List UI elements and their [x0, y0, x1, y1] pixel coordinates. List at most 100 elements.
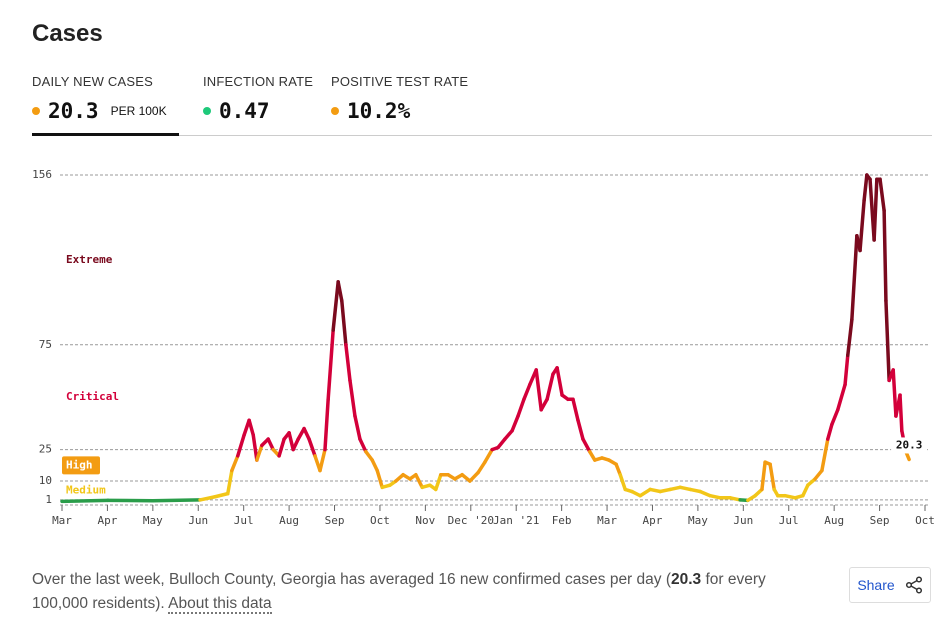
x-tick-label: Oct [370, 514, 390, 527]
line-segment [576, 418, 585, 441]
line-segment [326, 328, 335, 402]
line-segment [151, 498, 202, 503]
line-segment [358, 437, 368, 454]
x-tick-label: Sep [325, 514, 345, 527]
x-tick-label: Jul [234, 514, 254, 527]
x-tick-label: Jun [733, 514, 753, 527]
line-segment [468, 470, 480, 483]
tab-label: DAILY NEW CASES [32, 74, 153, 89]
x-tick-label: Nov [415, 514, 435, 527]
zone-label: Extreme [66, 253, 113, 266]
line-segment [287, 431, 295, 452]
dot [331, 107, 339, 115]
line-segment [340, 299, 348, 347]
y-tick-label: 25 [39, 443, 52, 456]
x-tick-label: Aug [279, 514, 299, 527]
share-label: Share [857, 577, 895, 593]
line-segment [414, 473, 424, 490]
line-segment [503, 428, 514, 441]
line-segment [307, 437, 317, 458]
line-segment [801, 483, 810, 498]
dot [203, 107, 211, 115]
line-segment [872, 177, 879, 242]
line-segment [476, 460, 487, 475]
line-segment [898, 393, 904, 433]
zone-badge [62, 456, 100, 475]
zone-label: Medium [66, 483, 106, 496]
y-tick-label: 75 [39, 338, 52, 351]
line-segment [534, 368, 543, 412]
line-segment [434, 473, 443, 492]
line-segment [858, 198, 866, 253]
value-label-bg [891, 437, 928, 454]
tab[interactable]: INFECTION RATE 0.47 [203, 74, 313, 123]
line-segment [820, 437, 830, 473]
x-tick-label: Mar [597, 514, 617, 527]
summary-text: for every 100,000 residents). [32, 571, 766, 612]
tab-value: 0.47 [219, 99, 270, 123]
x-tick-label: Oct [915, 514, 935, 527]
line-segment [353, 414, 362, 441]
line-segment [344, 343, 352, 383]
tab-label: INFECTION RATE [203, 74, 314, 89]
line-segment [336, 280, 344, 303]
line-segment [638, 487, 652, 498]
about-link[interactable]: About this data [168, 595, 272, 614]
line-segment [768, 462, 776, 492]
y-tick-label: 156 [32, 168, 52, 181]
value-label: 20.3 [896, 438, 923, 451]
summary: Over the last week, Bulloch County, Geor… [32, 568, 812, 616]
line-segment [614, 462, 622, 477]
x-tick-label: May [688, 514, 708, 527]
x-tick-label: Dec '20 [448, 514, 494, 527]
tab-label: POSITIVE TEST RATE [331, 74, 469, 89]
line-segment [516, 397, 526, 418]
line-segment [375, 468, 384, 490]
line-segment [555, 366, 564, 397]
line-segment [545, 372, 555, 402]
line-segment [882, 208, 888, 303]
line-segment [331, 280, 340, 332]
tab-value: 20.3 [48, 99, 99, 123]
line-segment [318, 447, 327, 473]
x-tick-label: Mar [52, 514, 72, 527]
summary-bold: 20.3 [671, 571, 702, 588]
line-segment [510, 414, 520, 433]
line-segment [251, 433, 259, 462]
share-button[interactable]: Share [849, 567, 931, 603]
zone-label: High [66, 458, 93, 471]
line-segment [496, 437, 507, 450]
line-segment [348, 378, 357, 418]
divider [32, 135, 932, 136]
active-underline [32, 133, 179, 136]
line-segment [60, 498, 110, 504]
tab[interactable]: DAILY NEW CASES 20.3 PER 100K [32, 74, 167, 123]
line-segment [884, 299, 891, 383]
x-tick-label: Apr [97, 514, 117, 527]
line-segment [230, 454, 240, 473]
tab[interactable]: POSITIVE TEST RATE 10.2% [331, 74, 468, 123]
line-segment [571, 397, 580, 422]
line-segment [226, 468, 234, 496]
zone-label: Critical [66, 390, 119, 403]
line-segment [198, 495, 217, 502]
line-segment [813, 468, 824, 481]
summary-text: Over the last week, Bulloch County, Geor… [32, 571, 671, 588]
y-tick-label: 10 [39, 474, 52, 487]
line-segment [255, 443, 264, 462]
x-tick-label: Jan '21 [493, 514, 539, 527]
line-segment [891, 368, 898, 418]
line-segment [266, 437, 275, 452]
x-tick-label: Aug [824, 514, 844, 527]
y-tick-label: 1 [45, 493, 52, 506]
line-segment [843, 353, 850, 387]
line-segment [836, 382, 847, 412]
tab-unit: PER 100K [110, 104, 167, 118]
title: Cases [32, 20, 103, 47]
tab-value: 10.2% [347, 99, 411, 123]
line-segment [483, 447, 494, 464]
line-segment [370, 458, 379, 473]
x-tick-label: May [143, 514, 163, 527]
